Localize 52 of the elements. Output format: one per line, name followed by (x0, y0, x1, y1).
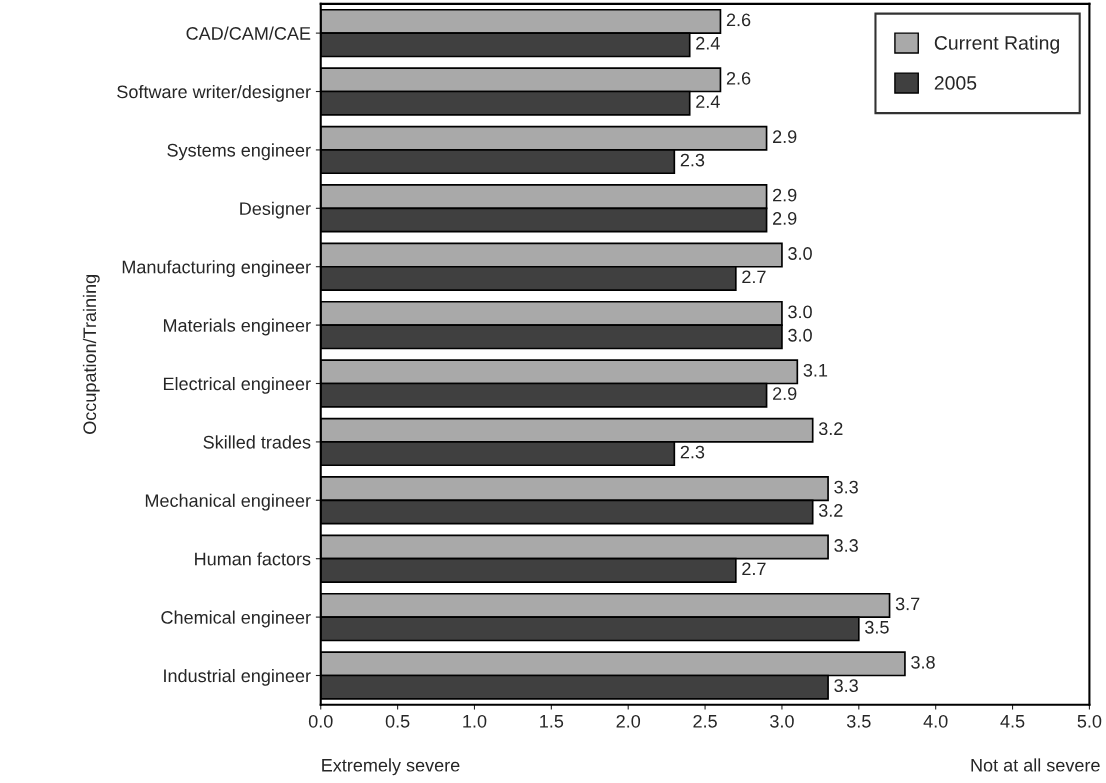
y-tick-label: Skilled trades (203, 435, 311, 449)
y-tick-label: Human factors (195, 552, 311, 566)
text: Not at all severe (971, 758, 1100, 772)
data-label: 3.3 (834, 679, 858, 693)
data-label: 3.2 (818, 422, 843, 436)
data-label: 3.8 (911, 655, 935, 669)
data-label: 2.4 (696, 36, 720, 50)
y-tick-label: Software writer/designer (117, 84, 311, 102)
x-tick-label: 3.5 (846, 714, 871, 728)
data-label: 2.9 (773, 212, 797, 225)
y-tick-label: Chemical engineer (161, 610, 311, 628)
data-label: 2.6 (726, 13, 751, 27)
legend-label: Current Rating (934, 35, 1059, 54)
data-label: 3.3 (834, 539, 858, 552)
data-label: 2.9 (773, 188, 797, 202)
data-label: 2.3 (680, 153, 705, 167)
text: Extremely severe (322, 758, 460, 776)
data-label: 3.0 (788, 305, 812, 319)
x-tick-label: 0.5 (385, 714, 410, 728)
data-label: 3.0 (788, 328, 812, 342)
data-label: 3.0 (788, 247, 812, 260)
y-tick-label: CAD/CAM/CAE (186, 26, 311, 40)
data-label: 2.3 (680, 445, 705, 459)
data-label: 3.5 (865, 620, 889, 634)
x-tick-label: 1.5 (540, 715, 564, 728)
x-tick-label: 2.5 (693, 714, 717, 728)
data-label: 3.7 (895, 597, 920, 611)
data-label: 2.9 (773, 130, 797, 144)
data-label: 2.7 (742, 270, 766, 284)
y-tick-label: Electrical engineer (163, 376, 311, 394)
x-tick-label: 0.0 (308, 714, 333, 728)
x-tick-label: 4.0 (923, 714, 948, 728)
y-tick-label: Manufacturing engineer (122, 260, 311, 277)
data-label: 3.1 (803, 363, 828, 377)
data-label: 2.4 (696, 95, 720, 108)
data-label: 2.7 (742, 562, 766, 576)
x-tick-label: 3.0 (770, 714, 794, 728)
data-label: 3.3 (834, 480, 858, 494)
y-tick-label: Systems engineer (167, 143, 311, 161)
data-label: 2.6 (726, 71, 751, 85)
data-label: 2.9 (773, 387, 797, 401)
x-tick-label: 5.0 (1077, 714, 1102, 728)
data-label: 3.2 (818, 504, 843, 517)
y-axis-title: Occupation/Training (82, 275, 100, 434)
y-tick-label: Designer (240, 201, 311, 219)
x-tick-label: 4.5 (1000, 715, 1025, 728)
legend-label: 2005 (934, 76, 977, 90)
y-tick-label: Industrial engineer (164, 668, 311, 686)
y-tick-label: Materials engineer (163, 318, 311, 336)
x-tick-label: 2.0 (616, 714, 641, 728)
x-tick-label: 1.0 (463, 714, 487, 728)
y-tick-label: Mechanical engineer (145, 493, 311, 511)
